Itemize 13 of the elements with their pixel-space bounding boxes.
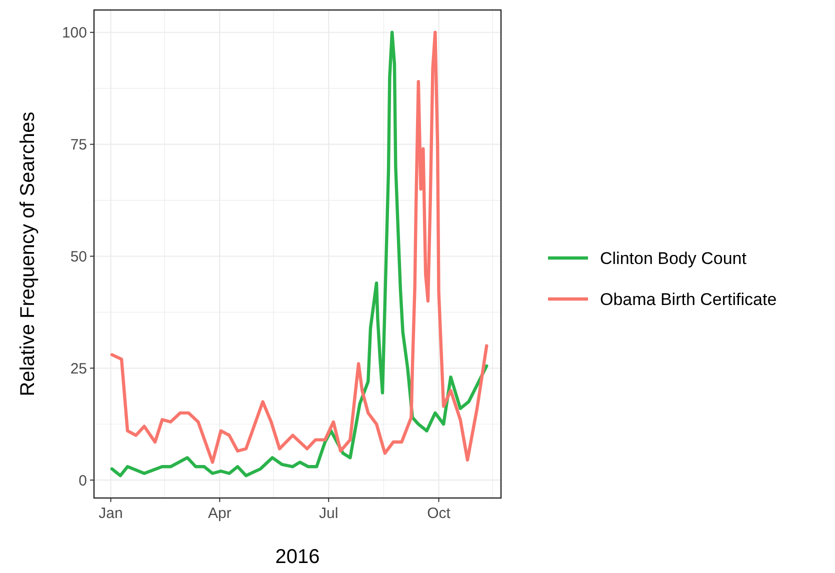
x-tick-label: Apr <box>208 505 232 522</box>
y-tick-label: 75 <box>70 136 87 154</box>
x-axis-title: 2016 <box>275 546 320 568</box>
legend-label: Clinton Body Count <box>600 248 747 268</box>
x-tick-label: Oct <box>427 505 452 522</box>
y-axis-title: Relative Frequency of Searches <box>17 112 39 396</box>
y-tick-label: 25 <box>70 360 87 378</box>
legend-label: Obama Birth Certificate <box>600 290 777 309</box>
y-tick-label: 100 <box>62 24 87 42</box>
y-tick-label: 0 <box>78 472 87 490</box>
x-tick-label: Jul <box>319 505 338 522</box>
y-tick-label: 50 <box>70 248 87 266</box>
x-tick-label: Jan <box>98 505 123 522</box>
